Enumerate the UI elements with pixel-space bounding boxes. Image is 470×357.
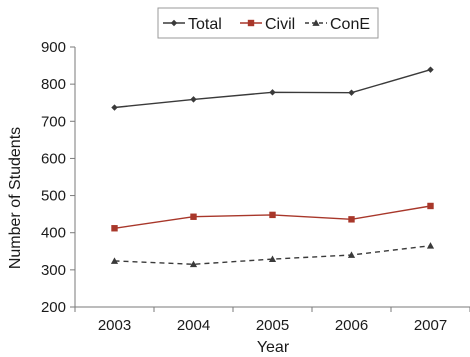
y-tick-label: 900 bbox=[41, 39, 66, 56]
y-tick-label: 700 bbox=[41, 113, 66, 130]
x-tick-label: 2006 bbox=[335, 317, 368, 334]
series-cone bbox=[110, 242, 435, 268]
data-point-civil bbox=[269, 211, 276, 219]
y-tick-label: 200 bbox=[41, 299, 66, 316]
data-point-total bbox=[269, 89, 276, 96]
data-point-civil bbox=[348, 216, 355, 223]
legend-label-total: Total bbox=[188, 16, 222, 33]
data-point-civil bbox=[190, 213, 197, 220]
series-line-cone bbox=[114, 245, 431, 266]
data-point-total bbox=[111, 104, 118, 111]
series-civil bbox=[111, 202, 434, 232]
legend-marker-cone bbox=[312, 19, 320, 26]
data-point-total bbox=[190, 96, 197, 103]
data-point-cone bbox=[426, 242, 435, 249]
data-point-cone bbox=[189, 260, 198, 268]
legend-marker-total bbox=[170, 19, 178, 27]
data-point-civil bbox=[427, 202, 434, 210]
data-point-cone bbox=[110, 257, 119, 264]
data-point-total bbox=[427, 66, 434, 73]
y-tick-label: 800 bbox=[41, 76, 66, 93]
x-tick-label: 2007 bbox=[414, 317, 447, 334]
series-total bbox=[111, 66, 434, 111]
legend-box bbox=[157, 7, 379, 39]
x-tick-label: 2004 bbox=[177, 317, 210, 334]
x-axis-title: Year bbox=[257, 339, 290, 356]
y-axis-title: Number of Students bbox=[7, 127, 24, 269]
data-point-cone bbox=[347, 251, 356, 258]
legend-label-cone: ConE bbox=[330, 16, 370, 33]
legend-marker-civil bbox=[247, 19, 255, 27]
series-layer bbox=[110, 66, 435, 268]
y-tick-label: 400 bbox=[41, 225, 66, 242]
y-tick-label: 500 bbox=[41, 188, 66, 205]
x-tick-label: 2005 bbox=[256, 317, 289, 334]
x-tick-label: 2003 bbox=[98, 317, 131, 334]
axes: 200 300 400 500 600 700 800 900 2003 2004 2005 2006… bbox=[41, 39, 470, 334]
data-point-civil bbox=[111, 225, 118, 232]
y-tick-label: 600 bbox=[41, 150, 66, 167]
legend: Total Civil ConE bbox=[157, 7, 379, 39]
data-point-cone bbox=[268, 255, 277, 262]
y-tick-label: 300 bbox=[41, 262, 66, 279]
legend-label-civil: Civil bbox=[265, 16, 295, 33]
series-line-total bbox=[114, 69, 431, 109]
data-point-total bbox=[348, 89, 355, 96]
